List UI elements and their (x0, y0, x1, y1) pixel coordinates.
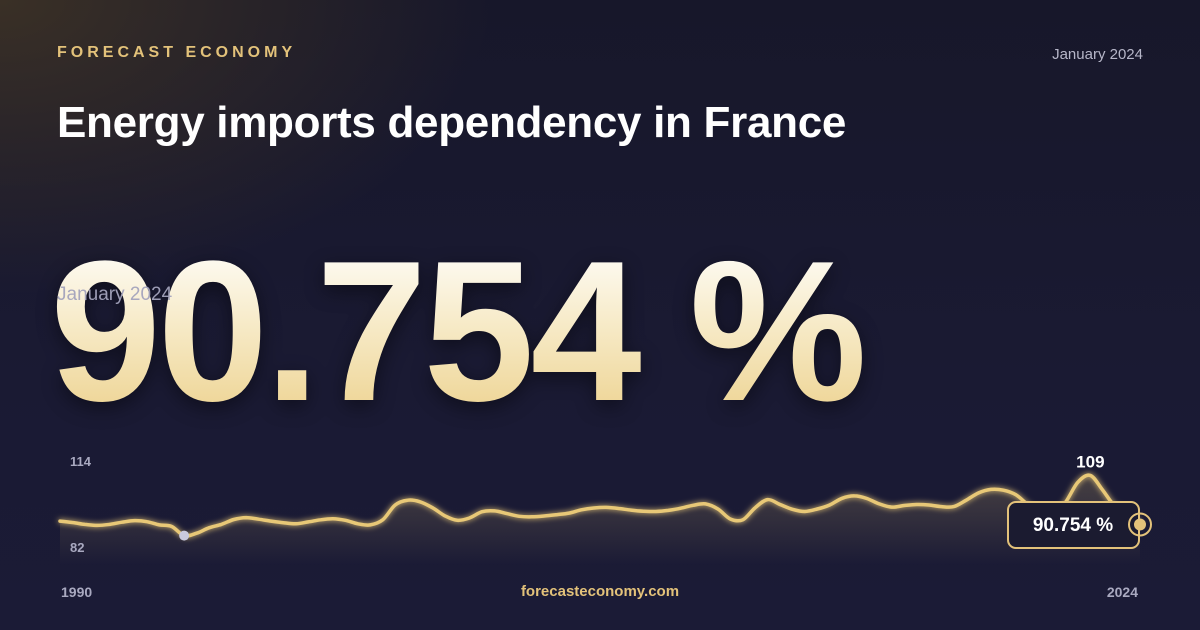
current-point-marker (1128, 512, 1152, 537)
footer-site: forecasteconomy.com (520, 583, 680, 600)
x-axis-end-label: 2024 (1106, 584, 1138, 600)
current-value-label: 90.754 % (1033, 515, 1113, 536)
page-title: Energy imports dependency in France (57, 98, 847, 147)
y-tick-label-max: 114 (70, 454, 92, 469)
max-value-label: 109 (1076, 452, 1104, 471)
series-line (58, 473, 1142, 538)
brand-name: FORECAST ECONOMY (57, 44, 297, 61)
chart-area (60, 475, 1140, 565)
headline-value: 90.754 % (50, 220, 867, 443)
y-tick-label-min: 82 (70, 540, 84, 555)
x-axis-start-label: 1990 (61, 584, 93, 600)
headline-date: January 2024 (57, 284, 173, 305)
min-value-marker (179, 530, 190, 541)
sparkline-chart: 114 82 109 90.754 % (58, 452, 1152, 565)
current-value-badge: 90.754 % (1007, 501, 1140, 549)
header-date: January 2024 (1052, 46, 1143, 63)
